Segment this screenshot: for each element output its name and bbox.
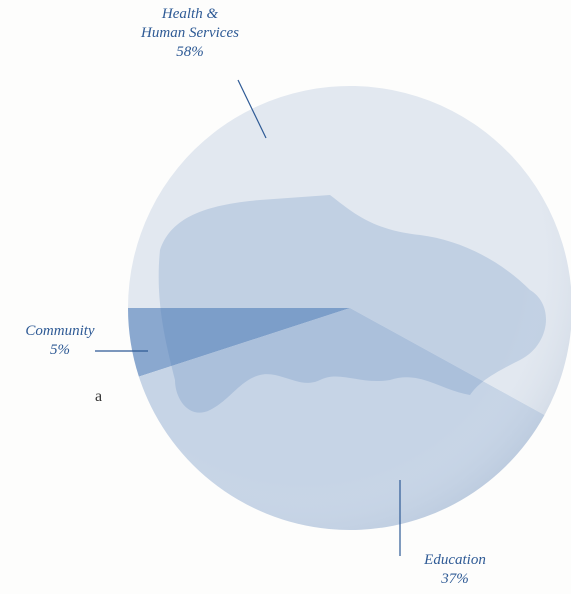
category-label: Community	[25, 323, 95, 339]
leader-line	[237, 79, 267, 139]
slice-label: Community 5%	[20, 322, 100, 360]
pie-shading	[128, 86, 571, 530]
category-label: Education	[424, 552, 486, 568]
value-label: 5%	[50, 342, 70, 358]
value-label: 58%	[176, 44, 204, 60]
slice-label: Education 37%	[405, 551, 505, 589]
value-label: 37%	[441, 571, 469, 587]
slice-label: Health & Human Services 58%	[135, 5, 245, 62]
category-label: Health & Human Services	[141, 6, 239, 41]
text-fragment: a	[95, 388, 103, 405]
